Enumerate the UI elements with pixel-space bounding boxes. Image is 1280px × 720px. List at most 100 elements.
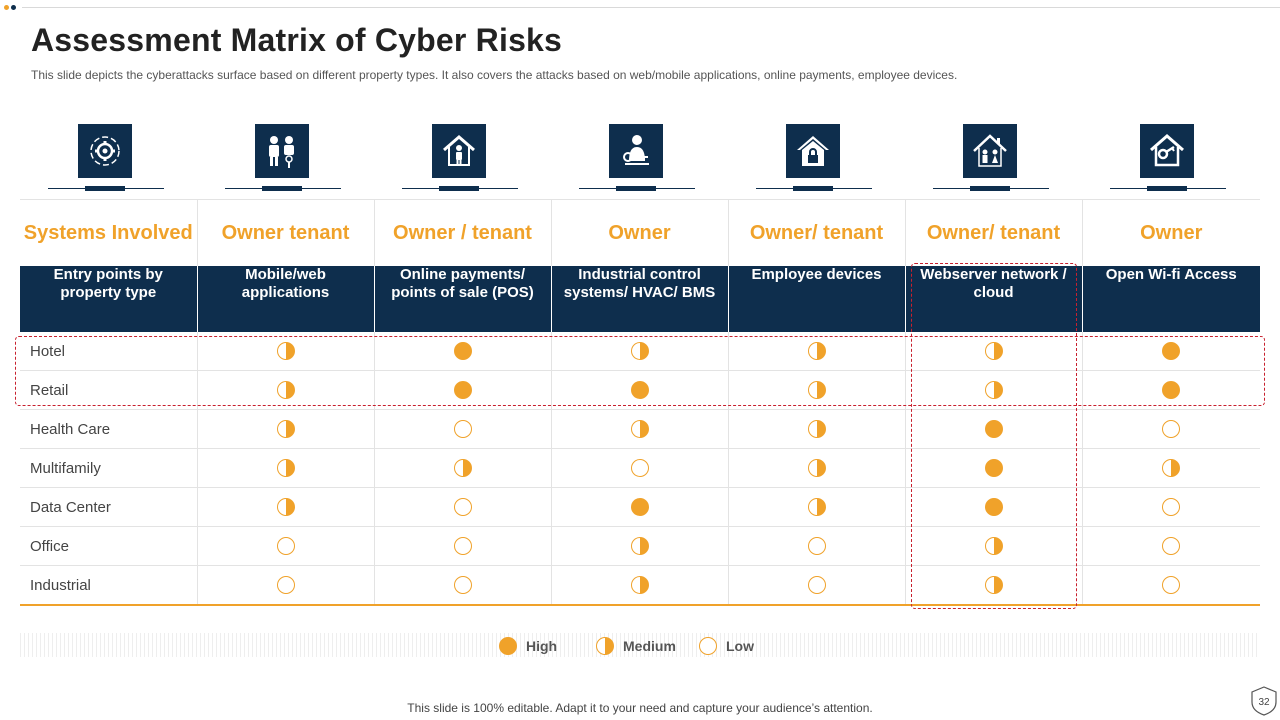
icon-column-1	[20, 124, 197, 194]
icon-column-2	[197, 124, 374, 194]
page-number: 32	[1258, 697, 1270, 708]
legend-band	[20, 633, 1258, 657]
medium-risk-circle-icon	[807, 458, 826, 477]
risk-cell	[196, 487, 374, 527]
medium-risk-circle-icon	[276, 497, 295, 516]
row-label: Multifamily	[20, 448, 197, 488]
risk-cell	[727, 448, 905, 488]
risk-cell	[550, 409, 728, 449]
high-risk-circle-icon	[1162, 380, 1181, 399]
low-risk-circle-icon	[1162, 419, 1181, 438]
owner-row: Systems Involved Owner tenant Owner / te…	[20, 199, 1260, 266]
low-risk-circle-icon	[453, 575, 472, 594]
owner-cell: Owner/ tenant	[727, 199, 905, 266]
risk-cell	[727, 526, 905, 566]
row-label: Health Care	[20, 409, 197, 449]
top-divider	[22, 7, 1280, 8]
risk-cell	[373, 487, 551, 527]
column-header: Employee devices	[727, 266, 905, 332]
high-risk-circle-icon	[630, 497, 649, 516]
slide-title: Assessment Matrix of Cyber Risks	[31, 22, 563, 58]
row-label: Hotel	[20, 332, 197, 371]
risk-cell	[904, 448, 1082, 488]
high-risk-circle-icon	[1162, 341, 1181, 360]
owner-cell: Owner	[550, 199, 728, 266]
risk-cell	[727, 565, 905, 606]
medium-risk-circle-icon	[630, 575, 649, 594]
page-number-badge-icon	[1251, 686, 1277, 716]
risk-cell	[196, 565, 374, 606]
icon-underline-bar	[970, 186, 1010, 191]
icon-underline-bar	[616, 186, 656, 191]
low-circle-icon	[699, 637, 717, 655]
house-person-icon	[432, 124, 486, 178]
highlight-rows-box	[15, 336, 1265, 406]
column-header: Webserver network / cloud	[904, 266, 1082, 332]
icon-column-3	[374, 124, 551, 194]
risk-cell	[550, 448, 728, 488]
column-header: Online payments/ points of sale (POS)	[373, 266, 551, 332]
icon-column-6	[905, 124, 1082, 194]
medium-risk-circle-icon	[1162, 458, 1181, 477]
table-row: Hotel	[20, 332, 1260, 371]
medium-risk-circle-icon	[630, 419, 649, 438]
legend-high-label: High	[526, 638, 558, 654]
icon-underline-bar	[85, 186, 125, 191]
risk-cell	[1081, 370, 1260, 410]
low-risk-circle-icon	[1162, 575, 1181, 594]
low-risk-circle-icon	[1162, 497, 1181, 516]
low-risk-circle-icon	[807, 536, 826, 555]
risk-cell	[727, 487, 905, 527]
icon-underline-bar	[793, 186, 833, 191]
house-lock-icon	[786, 124, 840, 178]
owner-cell: Owner / tenant	[373, 199, 551, 266]
medium-risk-circle-icon	[276, 380, 295, 399]
low-risk-circle-icon	[1162, 536, 1181, 555]
low-risk-circle-icon	[453, 536, 472, 555]
medium-risk-circle-icon	[807, 497, 826, 516]
icon-column-7	[1082, 124, 1259, 194]
column-header: Open Wi-fi Access	[1081, 266, 1260, 332]
risk-cell	[373, 370, 551, 410]
table-row: Health Care	[20, 409, 1260, 449]
risk-cell	[550, 332, 728, 371]
column-header-label: Entry points by property type	[53, 266, 163, 301]
risk-cell	[196, 409, 374, 449]
slide-dot-navy	[11, 5, 16, 10]
person-key-icon	[609, 124, 663, 178]
row-label: Industrial	[20, 565, 197, 606]
risk-cell	[904, 487, 1082, 527]
risk-cell	[550, 526, 728, 566]
low-risk-circle-icon	[807, 575, 826, 594]
risk-cell	[904, 370, 1082, 410]
footer-note: This slide is 100% editable. Adapt it to…	[407, 701, 873, 715]
icon-underline-bar	[262, 186, 302, 191]
icon-column-5	[728, 124, 905, 194]
risk-cell	[196, 370, 374, 410]
risk-cell	[196, 332, 374, 371]
column-header-label: Mobile/web applications	[241, 266, 330, 301]
slide-dot-orange	[4, 5, 9, 10]
high-risk-circle-icon	[984, 458, 1003, 477]
medium-risk-circle-icon	[276, 419, 295, 438]
highlight-column-box	[911, 263, 1077, 609]
risk-cell	[1081, 409, 1260, 449]
risk-cell	[727, 332, 905, 371]
column-header-label: Online payments/ points of sale (POS)	[391, 266, 534, 301]
risk-cell	[1081, 448, 1260, 488]
medium-risk-circle-icon	[984, 341, 1003, 360]
medium-risk-circle-icon	[807, 341, 826, 360]
row-label: Office	[20, 526, 197, 566]
column-header: Entry points by property type	[20, 266, 197, 332]
risk-cell	[904, 332, 1082, 371]
table-row: Industrial	[20, 565, 1260, 606]
row-label: Data Center	[20, 487, 197, 527]
risk-cell	[373, 409, 551, 449]
risk-cell	[727, 409, 905, 449]
column-header: Mobile/web applications	[196, 266, 374, 332]
legend-high: High	[499, 636, 557, 656]
medium-risk-circle-icon	[807, 419, 826, 438]
risk-cell	[1081, 526, 1260, 566]
column-header-label: Employee devices	[751, 266, 882, 283]
legend-medium: Medium	[596, 636, 676, 656]
